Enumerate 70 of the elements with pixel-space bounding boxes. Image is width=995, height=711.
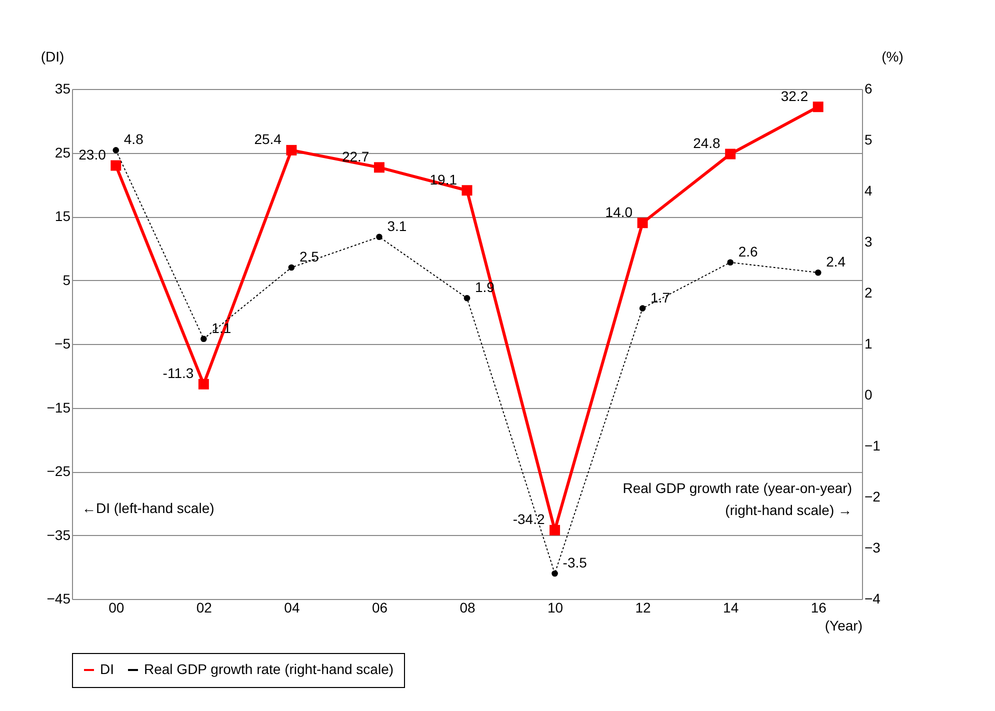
data-label: 25.4 [254, 131, 282, 148]
point [110, 160, 122, 171]
data-label: 32.2 [780, 88, 808, 104]
y-tick-label: −25 [46, 463, 71, 479]
annotation: Real GDP growth rate (year-on-year) (right-hand scale) → [622, 480, 852, 518]
data-label: -11.3 [162, 365, 194, 382]
data-label: 14.0 [605, 204, 633, 220]
y2-tick-label: 6 [864, 80, 872, 96]
y2-tick-label: 1 [864, 336, 872, 352]
x-tick-label: 16 [810, 600, 827, 616]
x-tick-label: 08 [460, 600, 476, 616]
data-label: 22.7 [342, 148, 370, 164]
y-tick-label: −5 [54, 336, 71, 352]
legend-label: Real GDP growth rate (right-hand scale) [144, 661, 394, 677]
point [200, 336, 207, 342]
y-axis-title: (DI) [40, 48, 64, 64]
x-axis-title: (Year) [824, 618, 862, 634]
x-tick-label: 02 [196, 600, 212, 616]
legend-label: DI [100, 661, 114, 677]
x-tick-label: 04 [284, 600, 300, 616]
y2-tick-label: −3 [864, 540, 881, 556]
y2-tick-label: −1 [864, 438, 881, 454]
data-label: 2.4 [826, 254, 846, 270]
point [464, 294, 470, 302]
data-label: 2.5 [299, 248, 320, 264]
y2-tick-label: −2 [864, 488, 881, 504]
y2-tick-label: −4 [864, 590, 881, 606]
point [112, 147, 120, 154]
point [812, 102, 824, 112]
point [552, 570, 558, 577]
data-label: 24.8 [693, 135, 721, 152]
x-tick-label: 00 [108, 600, 124, 616]
x-tick-label: 10 [547, 600, 564, 616]
point [814, 269, 822, 276]
point [288, 264, 295, 271]
y-tick-label: −35 [46, 526, 71, 543]
point [725, 148, 736, 160]
data-label: 1.7 [650, 289, 670, 306]
point [376, 234, 382, 240]
data-label: 3.1 [387, 218, 407, 234]
x-tick-label: 06 [372, 600, 388, 616]
y2-tick-label: 2 [864, 284, 872, 300]
y-tick-label: 25 [54, 144, 71, 160]
data-label: 19.1 [430, 171, 458, 188]
y2-tick-label: 4 [864, 182, 872, 198]
y2-tick-label: 5 [864, 132, 872, 148]
y-tick-label: 35 [54, 80, 71, 96]
y-tick-label: 15 [54, 208, 71, 224]
point [286, 144, 297, 156]
x-tick-label: 12 [635, 600, 652, 616]
y2-tick-label: 3 [864, 234, 872, 250]
y2-axis-title: (%) [882, 48, 904, 64]
data-label: 4.8 [124, 131, 144, 148]
point [462, 185, 472, 196]
y-tick-label: −15 [46, 399, 71, 416]
annotation: ←DI (left-hand scale) [82, 500, 214, 516]
y-tick-label: 5 [62, 272, 71, 288]
data-label: 2.6 [738, 243, 758, 260]
y2-tick-label: 0 [864, 386, 872, 402]
point [198, 378, 209, 390]
point [639, 305, 646, 312]
data-label: 23.0 [78, 146, 106, 162]
y-tick-label: −45 [46, 590, 71, 606]
point [374, 162, 384, 173]
data-label: -3.5 [562, 554, 588, 570]
point [727, 259, 734, 266]
point [637, 218, 648, 228]
point [550, 524, 560, 536]
x-tick-label: 14 [723, 600, 739, 616]
data-label: -34.2 [512, 511, 545, 528]
